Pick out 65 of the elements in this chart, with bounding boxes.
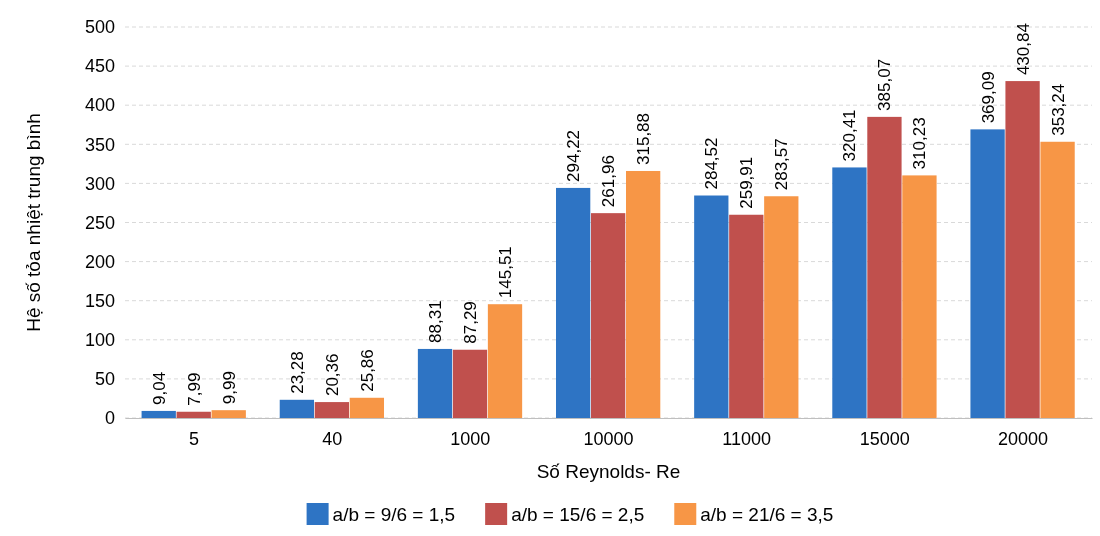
y-tick-label: 500	[84, 17, 115, 38]
data-label: 20,36	[322, 353, 342, 397]
y-tick-label: 50	[94, 369, 115, 390]
bar	[349, 397, 385, 418]
bar	[764, 196, 799, 418]
y-tick-label: 250	[84, 212, 115, 233]
x-axis-title: Số Reynolds- Re	[536, 461, 681, 482]
bar	[487, 304, 523, 418]
x-tick-label: 10000	[583, 428, 634, 449]
data-label: 25,86	[357, 349, 377, 392]
y-axis-title: Hệ số tỏa nhiệt trung bình	[23, 113, 44, 332]
data-label: 23,28	[287, 351, 307, 394]
bar	[279, 399, 315, 418]
bar	[141, 410, 176, 418]
x-tick-label: 5	[189, 428, 200, 449]
data-label: 310,23	[910, 117, 930, 170]
y-tick-label: 0	[104, 408, 115, 429]
y-tick-label: 450	[84, 56, 115, 77]
data-label: 88,31	[426, 300, 446, 343]
bar	[452, 349, 488, 418]
data-label: 283,57	[772, 138, 792, 191]
x-tick-label: 11000	[722, 428, 771, 449]
y-tick-label: 300	[84, 173, 115, 194]
bar	[176, 411, 211, 418]
data-label: 145,51	[496, 246, 515, 299]
data-label: 353,24	[1048, 83, 1068, 136]
x-tick-label: 40	[322, 428, 343, 449]
data-label: 385,07	[875, 58, 895, 111]
bar	[694, 195, 729, 418]
data-label: 7,99	[184, 372, 204, 406]
bar	[211, 410, 246, 418]
bar	[729, 214, 764, 418]
y-tick-label: 100	[84, 330, 115, 351]
bar	[1040, 141, 1075, 418]
bar	[867, 116, 902, 418]
bar	[902, 175, 937, 418]
legend-label: a/b = 15/6 = 2,5	[511, 504, 645, 525]
y-tick-label: 150	[84, 290, 115, 311]
bar	[417, 348, 453, 418]
bar	[314, 402, 350, 418]
bar	[1005, 81, 1040, 418]
bar	[832, 167, 867, 418]
data-label: 294,22	[564, 129, 584, 182]
bar	[970, 129, 1005, 418]
bar	[591, 213, 626, 418]
data-label: 315,88	[634, 112, 654, 165]
data-label: 430,84	[1013, 23, 1033, 76]
data-label: 259,91	[737, 156, 757, 209]
data-label: 369,09	[978, 71, 998, 124]
data-label: 9,99	[219, 371, 239, 405]
data-label: 284,52	[702, 137, 722, 190]
y-tick-label: 200	[84, 251, 115, 272]
bar	[556, 187, 591, 418]
x-tick-label: 15000	[859, 428, 910, 449]
data-label: 320,41	[840, 109, 860, 162]
data-label: 9,04	[149, 371, 169, 405]
y-tick-label: 350	[84, 134, 115, 155]
legend-label: a/b = 21/6 = 3,5	[700, 504, 834, 525]
x-tick-label: 20000	[997, 428, 1048, 449]
data-label: 87,29	[461, 301, 481, 344]
legend-label: a/b = 9/6 = 1,5	[332, 504, 456, 525]
y-tick-label: 400	[84, 95, 115, 116]
data-label: 261,96	[599, 155, 619, 208]
x-tick-label: 1000	[450, 428, 491, 449]
bar	[626, 170, 661, 418]
